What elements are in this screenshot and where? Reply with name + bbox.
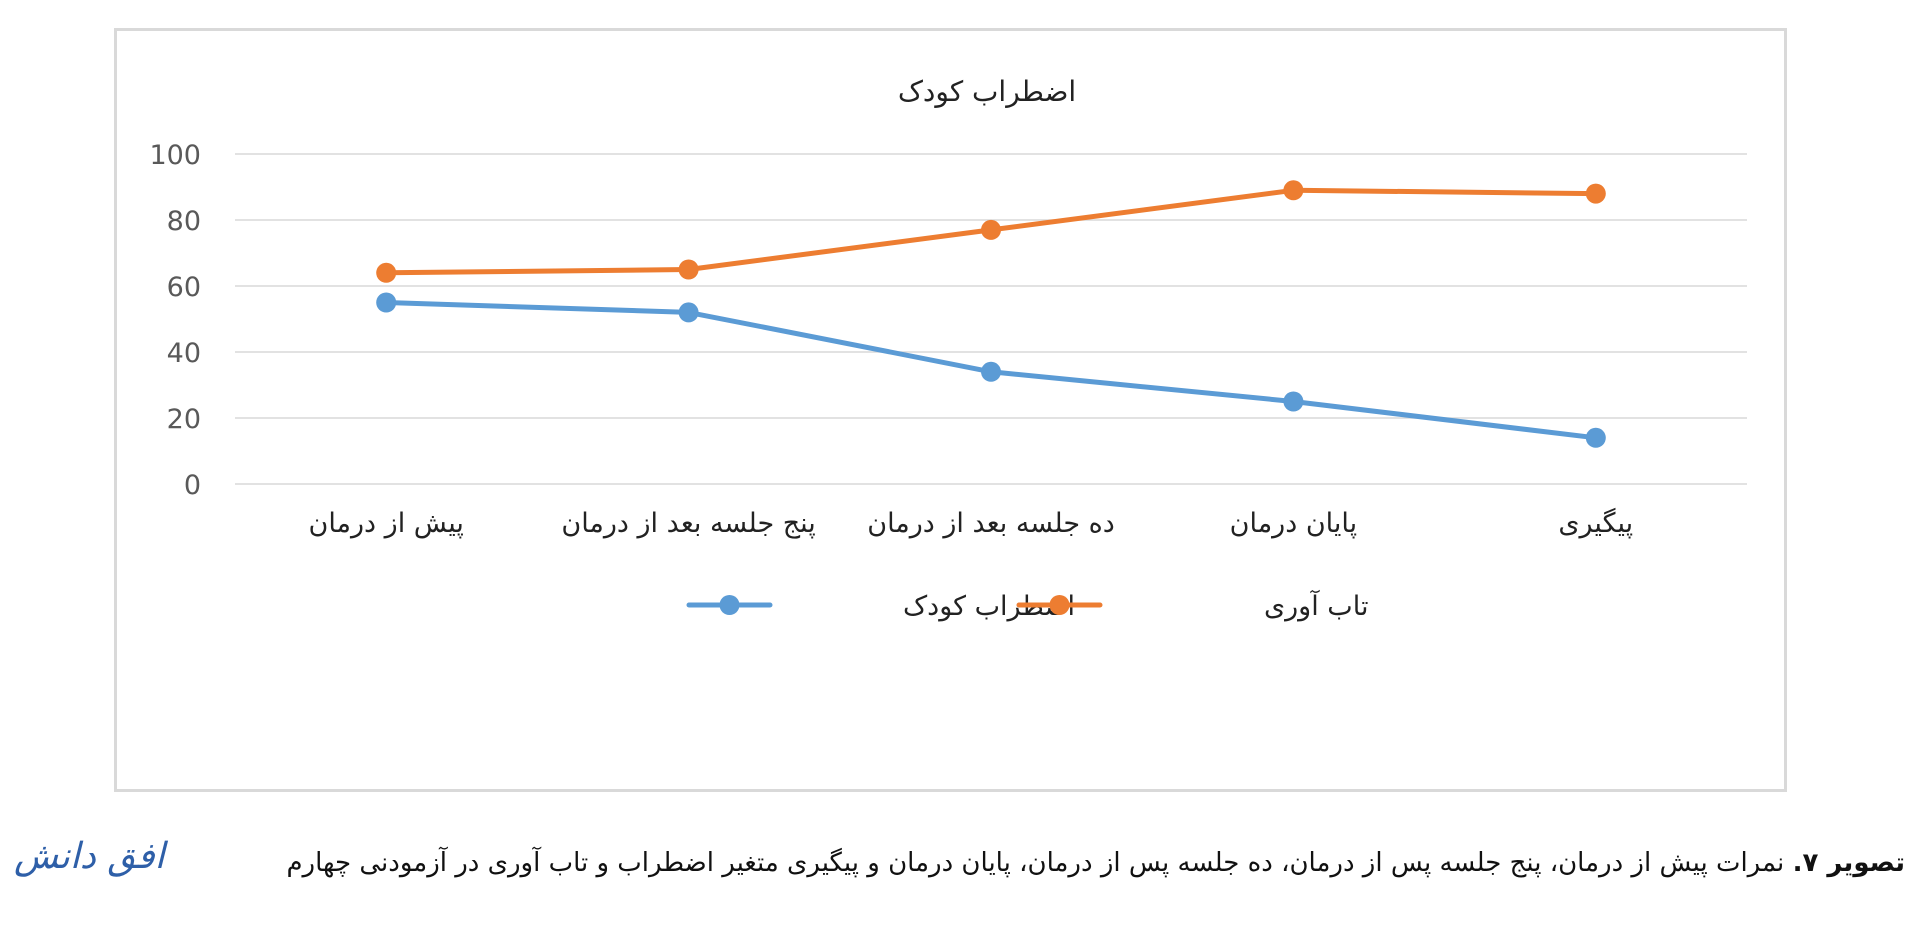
x-axis-ticks: پیش از درمان پنج جلسه بعد از درمان ده جلسه… xyxy=(309,507,1634,539)
data-point xyxy=(1283,391,1304,412)
data-point xyxy=(678,259,699,280)
figure-caption: تصویر ۷. نمرات پیش از درمان، پنج جلسه پس… xyxy=(0,848,1905,878)
legend: اضطراب کودک تاب آوری xyxy=(686,590,1368,622)
data-point xyxy=(678,302,699,323)
data-point xyxy=(1283,180,1304,201)
y-tick-label: 20 xyxy=(167,404,201,435)
data-point xyxy=(376,292,397,313)
data-point xyxy=(981,219,1001,240)
y-tick-label: 40 xyxy=(167,338,201,369)
y-axis-ticks: 0 20 40 60 80 100 xyxy=(149,140,201,501)
y-tick-label: 60 xyxy=(167,272,201,303)
data-point xyxy=(1585,427,1606,448)
data-point xyxy=(981,361,1001,382)
data-point xyxy=(376,262,397,283)
y-tick-label: 80 xyxy=(167,206,201,237)
caption-label: تصویر ۷. xyxy=(1792,848,1905,878)
legend-swatch-marker xyxy=(719,595,740,615)
legend-swatch-marker xyxy=(1049,595,1070,615)
x-tick-label: ده جلسه بعد از درمان xyxy=(867,508,1115,539)
line-chart: اضطراب کودک 0 20 40 60 80 100 پیش از درمان پنج… xyxy=(149,75,1747,622)
x-tick-label: پیش از درمان xyxy=(309,508,464,539)
gridlines xyxy=(235,153,1747,485)
x-tick-label: پنج جلسه بعد از درمان xyxy=(561,508,815,539)
x-tick-label: پایان درمان xyxy=(1230,508,1357,539)
chart-title: اضطراب کودک xyxy=(898,75,1076,108)
series-lines xyxy=(376,180,1606,448)
y-tick-label: 0 xyxy=(184,470,201,501)
chart-frame: اضطراب کودک 0 20 40 60 80 100 پیش از درمان پنج… xyxy=(114,28,1787,792)
y-tick-label: 100 xyxy=(149,140,201,171)
caption-text: نمرات پیش از درمان، پنج جلسه پس از درمان… xyxy=(286,848,1785,878)
x-tick-label: پیگیری xyxy=(1558,507,1633,539)
publisher-logo: افق دانش xyxy=(14,836,165,877)
legend-label: تاب آوری xyxy=(1264,590,1368,622)
data-point xyxy=(1585,183,1606,204)
